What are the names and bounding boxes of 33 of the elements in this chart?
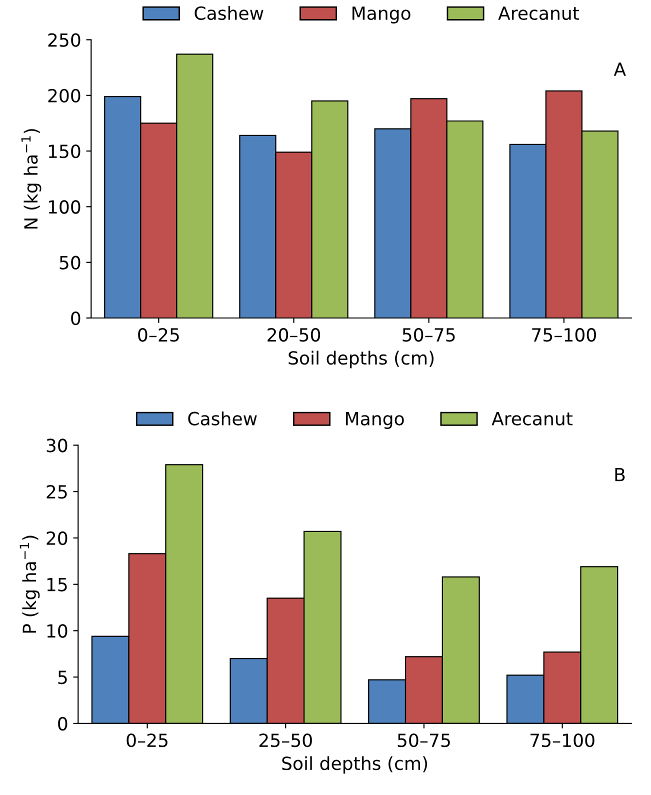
y-tick-label: 50 [60,256,80,270]
legend-label: Cashew [194,6,264,20]
x-tick-label: 50–75 [398,733,450,748]
y-tick-label: 200 [48,88,80,103]
y-tick-label: 0 [71,311,80,326]
y-tick-label: 15 [47,578,67,592]
x-tick-label: 0–25 [126,733,168,748]
x-tick-label: 50–75 [402,328,455,342]
y-tick-label: 25 [46,485,67,499]
annotation: A [614,62,626,76]
y-tick-label: 10 [47,624,68,638]
x-tick-label: 75–100 [530,733,594,748]
x-axis-title: Soil depths (cm) [288,350,434,368]
y-tick-label: 5 [58,670,67,684]
y-tick-label: 100 [48,200,80,214]
y-tick-label: 30 [46,438,68,452]
y-tick-label: 0 [58,716,68,731]
legend-label: Cashew [188,411,257,426]
legend-label: Arecanut [492,412,573,426]
annotation: B [615,468,625,482]
legend-label: Mango [352,6,410,24]
y-axis-title: P (kg ha$^{−1}$) [20,536,40,633]
x-tick-label: 25–50 [259,733,312,748]
x-axis-title: Soil depths (cm) [282,756,428,774]
x-tick-label: 0–25 [138,328,179,342]
legend-label: Arecanut [498,6,580,20]
y-axis-title: N (kg ha$^{−1}$) [21,129,42,229]
y-tick-label: 150 [48,144,80,158]
x-tick-label: 75–100 [532,328,596,342]
legend-label: Mango [346,412,404,429]
y-tick-label: 20 [46,531,68,546]
y-tick-label: 250 [48,33,80,47]
x-tick-label: 20–50 [268,328,320,342]
